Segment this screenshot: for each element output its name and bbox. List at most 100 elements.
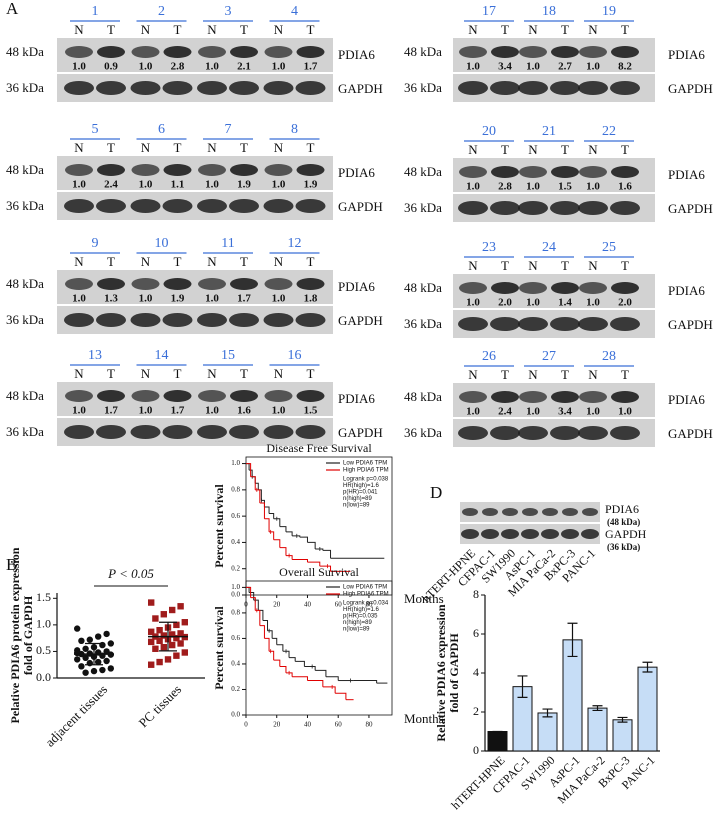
band xyxy=(264,164,293,176)
sample-number: 19 xyxy=(602,4,616,19)
kda-label: 36 kDa xyxy=(6,312,44,327)
lane-label: T xyxy=(561,22,569,37)
chart-title: Overall Survival xyxy=(279,565,359,579)
blot-strip xyxy=(57,382,333,416)
lane-label: T xyxy=(621,22,629,37)
band xyxy=(163,164,192,176)
ratio-label: 1.0 xyxy=(139,293,153,305)
y-tick-label: 1.0 xyxy=(36,617,51,631)
kda-label: 48 kDa xyxy=(404,389,442,404)
y-tick-label: 0.0 xyxy=(231,591,240,599)
y-tick-label: 0.4 xyxy=(231,538,240,546)
survival-step xyxy=(307,680,324,687)
data-point xyxy=(74,625,81,632)
ratio-label: 2.0 xyxy=(618,297,632,309)
protein-label: GAPDH xyxy=(338,425,383,440)
kda-label: 36 kDa xyxy=(404,425,442,440)
lane-label: N xyxy=(274,254,284,269)
lane-label: N xyxy=(74,22,84,37)
lane-label: T xyxy=(240,140,248,155)
data-point xyxy=(169,606,176,614)
sample-number: 16 xyxy=(288,348,302,363)
band xyxy=(163,390,192,402)
sample-number: 2 xyxy=(158,4,165,19)
sample-number: 21 xyxy=(542,124,556,139)
lane-label: N xyxy=(528,367,538,382)
legend-label: Low PDIA6 TPM xyxy=(343,461,387,467)
band xyxy=(461,529,479,539)
survival-step xyxy=(307,541,316,549)
x-tick-label: 60 xyxy=(335,721,343,729)
ratio-label: 1.6 xyxy=(237,405,251,417)
y-axis-label: Percent survival xyxy=(212,606,226,690)
band xyxy=(541,529,559,539)
panel-label: D xyxy=(430,483,442,502)
lane-label: N xyxy=(528,22,538,37)
ratio-label: 1.0 xyxy=(72,61,86,73)
x-tick-label: 80 xyxy=(365,601,373,609)
band xyxy=(65,164,93,176)
kda-label: (48 kDa) xyxy=(607,517,640,527)
band xyxy=(490,426,520,440)
sample-number: 23 xyxy=(482,240,496,255)
band xyxy=(579,391,607,403)
lane-label: T xyxy=(174,366,182,381)
ratio-label: 1.0 xyxy=(205,293,219,305)
sample-number: 7 xyxy=(225,122,232,137)
band xyxy=(130,313,161,327)
ratio-label: 1.0 xyxy=(205,179,219,191)
band xyxy=(578,426,608,440)
survival-step xyxy=(246,586,250,593)
band xyxy=(229,425,259,439)
band xyxy=(459,391,487,403)
band xyxy=(581,529,599,539)
x-tick-label: 40 xyxy=(304,721,312,729)
ratio-label: 1.0 xyxy=(586,406,600,418)
band xyxy=(610,426,640,440)
survival-step xyxy=(258,609,264,621)
survival-step xyxy=(269,531,275,540)
band xyxy=(491,166,519,178)
lane-label: N xyxy=(207,140,217,155)
data-point xyxy=(160,632,167,639)
data-point xyxy=(107,665,115,672)
band xyxy=(230,278,258,290)
y-axis-label: Relative PDIA6 expression xyxy=(434,604,448,741)
lane-label: N xyxy=(74,254,84,269)
sample-number: 5 xyxy=(92,122,99,137)
sample-number: 17 xyxy=(482,4,496,19)
band xyxy=(521,529,539,539)
survival-step xyxy=(285,672,293,677)
band xyxy=(65,278,93,290)
protein-label: GAPDH xyxy=(338,81,383,96)
band xyxy=(296,390,325,402)
ratio-label: 1.0 xyxy=(139,179,153,191)
band xyxy=(519,166,547,178)
stat-label: n(low)=89 xyxy=(343,503,370,509)
error-bar xyxy=(542,708,553,718)
kda-label: 48 kDa xyxy=(404,164,442,179)
ratio-label: 1.0 xyxy=(72,179,86,191)
band xyxy=(491,46,519,58)
ratio-label: 1.0 xyxy=(205,61,219,73)
ratio-label: 1.3 xyxy=(104,293,118,305)
ratio-label: 1.0 xyxy=(586,61,600,73)
band xyxy=(490,317,520,331)
ratio-label: 2.7 xyxy=(558,61,572,73)
data-point xyxy=(90,667,98,675)
lane-label: T xyxy=(107,254,115,269)
ratio-label: 1.9 xyxy=(304,179,318,191)
bar xyxy=(612,719,633,752)
data-point xyxy=(152,645,159,652)
plot-frame xyxy=(245,456,393,596)
ratio-label: 1.0 xyxy=(205,405,219,417)
ratio-label: 1.0 xyxy=(466,61,480,73)
lane-label: N xyxy=(468,258,478,273)
y-tick-label: 0.2 xyxy=(231,685,240,693)
survival-step xyxy=(304,666,316,671)
band xyxy=(578,81,608,95)
band xyxy=(578,317,608,331)
lane-label: N xyxy=(588,22,598,37)
kda-label: 48 kDa xyxy=(6,388,44,403)
